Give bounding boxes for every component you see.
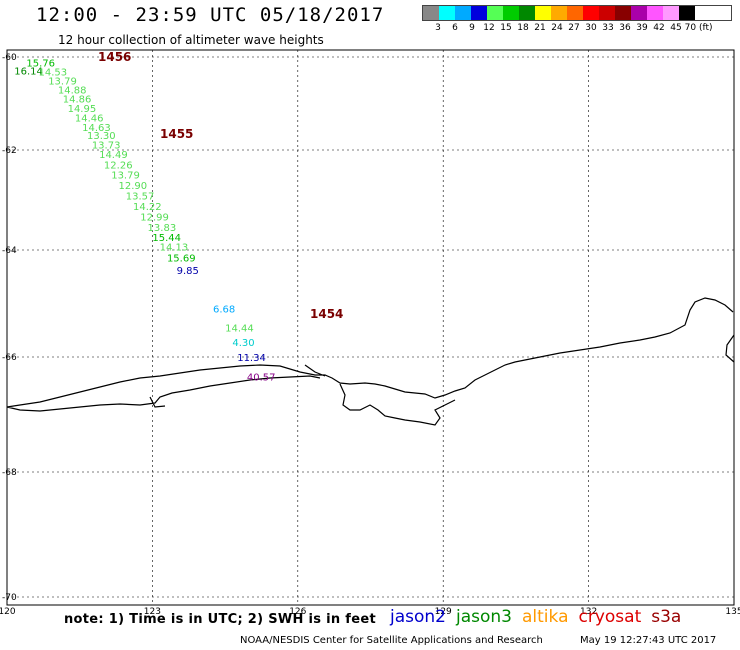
scale-label: 6 [452, 23, 458, 33]
satellite-legend-entry: s3a [651, 607, 682, 627]
wave-height-value: 13.73 [92, 140, 121, 151]
wave-height-value: 13.30 [87, 131, 116, 142]
wave-height-value: 14.53 [39, 67, 68, 78]
wave-height-value: 12.90 [118, 181, 147, 192]
scale-label: 30 [585, 23, 597, 33]
longitude-tick-label: 126 [289, 607, 306, 617]
wave-height-value: 14.22 [133, 202, 162, 213]
scale-label: 27 [568, 23, 580, 33]
scale-label: 21 [534, 23, 546, 33]
satellite-legend-entry: jason2 [390, 607, 446, 627]
latitude-tick-label: -66 [2, 353, 17, 363]
generation-timestamp: May 19 12:27:43 UTC 2017 [580, 635, 717, 646]
credit-line: NOAA/NESDIS Center for Satellite Applica… [240, 635, 543, 646]
wave-height-value: 15.69 [167, 253, 196, 264]
orbit-number-label: 1455 [160, 127, 193, 141]
scale-label: 36 [619, 23, 631, 33]
wave-height-value: 12.99 [140, 213, 169, 224]
scale-swatch [679, 6, 695, 20]
wave-height-value: 14.46 [75, 113, 104, 124]
scale-label: 12 [483, 23, 495, 33]
map-frame [6, 49, 735, 606]
latitude-tick-label: -64 [2, 246, 17, 256]
orbit-number-label: 1454 [310, 307, 343, 321]
scale-swatch [487, 6, 503, 20]
wave-height-readings: 16.1415.7614.5313.7914.8814.8614.9514.46… [14, 59, 275, 384]
color-scale-labels: 3 6 9 12 15 18 21 24 27 30 33 36 39 42 45 70 (ft) [422, 21, 732, 35]
latitude-tick-label: -62 [2, 146, 17, 156]
wave-height-value: 12.26 [104, 161, 133, 172]
scale-label: 70 (ft) [684, 23, 713, 33]
wave-height-value: 15.44 [152, 233, 181, 244]
longitude-tick-label: 120 [0, 607, 16, 617]
wave-height-color-scale: 3 6 9 12 15 18 21 24 27 30 33 36 39 42 45 70 (ft) [422, 5, 732, 35]
wave-height-value: 14.63 [82, 123, 111, 134]
wave-height-value: 14.49 [99, 150, 128, 161]
wave-height-value: 13.79 [111, 171, 140, 182]
scale-swatch [503, 6, 519, 20]
wave-height-value: 9.85 [177, 266, 199, 277]
satellite-legend: jason2 jason3 altika cryosat s3a [390, 607, 691, 627]
scale-swatch [663, 6, 679, 20]
scale-label: 9 [469, 23, 475, 33]
scale-swatch [439, 6, 455, 20]
latitude-tick-label: -68 [2, 468, 17, 478]
satellite-legend-entry: jason3 [456, 607, 512, 627]
scale-label: 18 [517, 23, 529, 33]
longitude-tick-label: 129 [435, 607, 452, 617]
satellite-legend-entry: altika [522, 607, 569, 627]
antarctic-coastline [6, 297, 735, 426]
longitude-tick-label: 123 [144, 607, 161, 617]
color-scale-swatches [422, 5, 732, 21]
scale-swatch [599, 6, 615, 20]
scale-label: 45 [670, 23, 682, 33]
scale-swatch [519, 6, 535, 20]
scale-swatch [471, 6, 487, 20]
longitude-tick-label: 135 [725, 607, 740, 617]
scale-swatch [455, 6, 471, 20]
wave-height-value: 13.57 [126, 192, 155, 203]
scale-swatch [567, 6, 583, 20]
units-note: note: 1) Time is in UTC; 2) SWH is in fe… [64, 612, 376, 627]
wave-height-value: 15.76 [26, 59, 55, 70]
scale-label: 42 [653, 23, 665, 33]
wave-height-value: 16.14 [14, 67, 43, 78]
lat-lon-grid: 120 123 126 129 132 135 -60 -62 -64 -66 -68 -70 [0, 50, 740, 617]
latitude-tick-label: -70 [2, 593, 17, 603]
wave-height-value: 13.79 [48, 76, 77, 87]
scale-swatch [583, 6, 599, 20]
wave-height-value: 40.57 [247, 373, 276, 384]
wave-height-value: 6.68 [213, 304, 235, 315]
scale-label: 39 [636, 23, 648, 33]
scale-label: 3 [435, 23, 441, 33]
satellite-legend-entry: cryosat [578, 607, 642, 627]
scale-label: 24 [551, 23, 563, 33]
wave-height-value: 14.88 [58, 86, 87, 97]
scale-swatch [647, 6, 663, 20]
longitude-tick-label: 132 [580, 607, 597, 617]
wave-height-value: 14.44 [225, 324, 254, 335]
map-title: 12:00 - 23:59 UTC 05/18/2017 [36, 4, 385, 26]
scale-swatch [631, 6, 647, 20]
scale-swatch [535, 6, 551, 20]
scale-swatch [615, 6, 631, 20]
map-subtitle: 12 hour collection of altimeter wave hei… [58, 33, 324, 47]
wave-height-value: 11.34 [237, 353, 266, 364]
latitude-tick-label: -60 [2, 53, 17, 63]
scale-label: 15 [500, 23, 512, 33]
scale-swatch [551, 6, 567, 20]
scale-swatch [423, 6, 439, 20]
wave-height-value: 13.83 [148, 223, 177, 234]
orbit-track-labels: 1456 1455 1454 [98, 50, 343, 321]
wave-height-value: 4.30 [232, 338, 254, 349]
scale-label: 33 [602, 23, 614, 33]
wave-height-value: 14.95 [68, 104, 97, 115]
wave-height-value: 14.86 [63, 94, 92, 105]
wave-height-value: 14.13 [160, 243, 189, 254]
orbit-number-label: 1456 [98, 50, 131, 64]
